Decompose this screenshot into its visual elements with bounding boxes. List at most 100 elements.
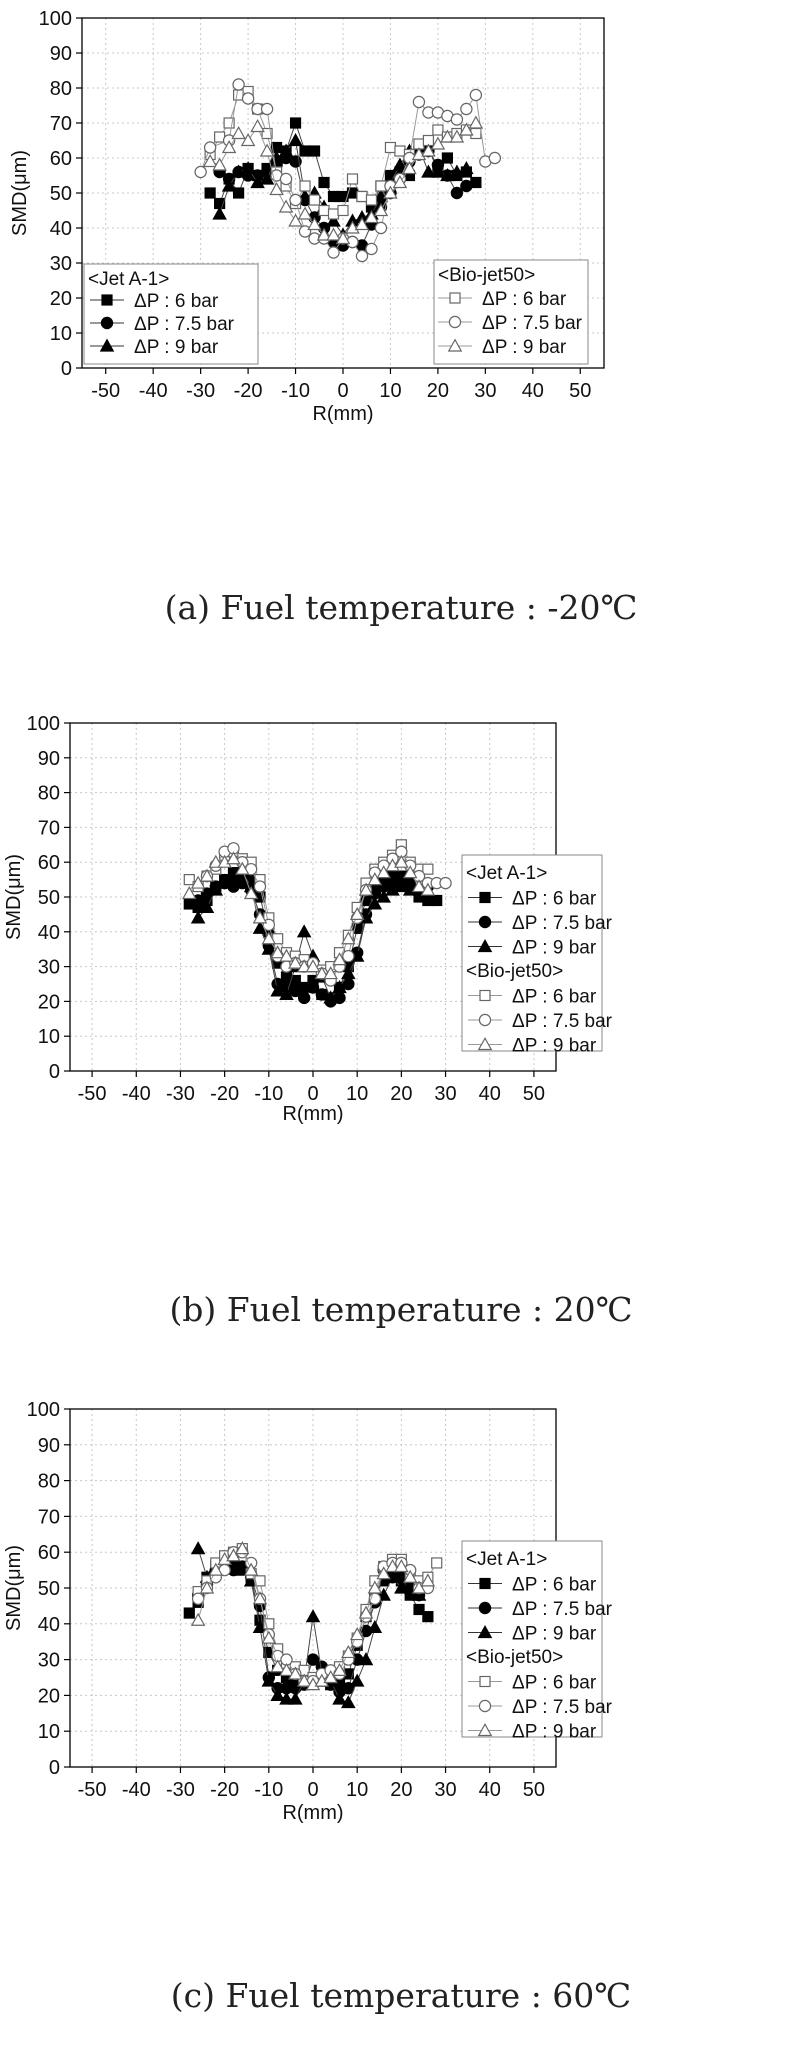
data-point-triangle	[367, 1619, 383, 1633]
data-point-triangle	[226, 851, 241, 865]
data-point-triangle	[323, 990, 338, 1004]
x-tick-label: 0	[307, 1779, 318, 1801]
y-tick-label: 100	[27, 713, 60, 735]
x-tick-label: 20	[390, 1779, 412, 1801]
data-point-triangle	[208, 1562, 224, 1576]
legend-entry-jet-a1: ΔP : 7.5 bar	[512, 913, 613, 934]
data-point-triangle	[243, 886, 259, 900]
data-point-circle	[488, 151, 502, 165]
data-point-triangle	[341, 1695, 356, 1709]
data-point-triangle	[270, 1659, 285, 1673]
chart-b: -50 -40 -30 -20 -10 0 10 20 30 40 50 0 10 20 30 40 50 60 7…	[3, 713, 613, 1125]
data-point-triangle	[332, 979, 347, 994]
data-point-triangle	[252, 1591, 268, 1605]
y-axis-label: SMD(μm)	[3, 854, 25, 940]
legend-entry-biojet50: ΔP : 6 bar	[512, 1673, 597, 1694]
data-point-triangle	[326, 213, 341, 227]
y-tick-label: 50	[38, 887, 60, 909]
data-point-triangle	[326, 227, 341, 241]
x-tick-label: 20	[390, 1083, 412, 1105]
y-tick-label: 80	[50, 78, 72, 100]
data-point-triangle	[221, 178, 237, 192]
data-point-triangle	[394, 879, 409, 893]
data-point-triangle	[345, 220, 360, 234]
legend-title-jet-a1: <Jet A-1>	[466, 1549, 547, 1570]
x-tick-label: -50	[91, 380, 120, 402]
legend-marker-square	[449, 292, 461, 304]
data-point-triangle	[261, 941, 277, 955]
data-point-triangle	[323, 966, 338, 980]
y-tick-label: 60	[50, 148, 72, 170]
data-point-triangle	[279, 1691, 294, 1705]
legend-box-jet-a1	[83, 263, 259, 365]
x-axis-label: R(mm)	[312, 403, 373, 425]
data-point-triangle	[288, 213, 303, 227]
data-point-triangle	[182, 886, 197, 900]
data-point-triangle	[235, 1562, 250, 1576]
data-point-triangle	[349, 1627, 365, 1641]
y-tick-label: 60	[38, 1542, 60, 1564]
caption-c: (c) Fuel temperature : 60℃	[170, 1976, 632, 2015]
x-tick-label: -20	[234, 380, 263, 402]
y-tick-label: 50	[50, 183, 72, 205]
data-point-triangle	[383, 185, 398, 199]
data-point-circle	[374, 221, 388, 235]
chart-panel-b: -50 -40 -30 -20 -10 0 10 20 30 40 50 0 10 20 30 40 50 60 7…	[0, 705, 802, 1240]
x-tick-label: 40	[479, 1779, 501, 1801]
data-point-triangle	[240, 161, 256, 175]
data-point-square	[318, 204, 330, 217]
data-point-triangle	[367, 896, 383, 910]
data-point-triangle	[221, 140, 237, 154]
legend-title-jet-a1: <Jet A-1>	[466, 863, 547, 884]
data-point-triangle	[231, 126, 246, 140]
data-point-triangle	[402, 865, 418, 879]
data-point-circle	[253, 880, 267, 893]
y-tick-label: 50	[38, 1578, 60, 1600]
data-point-triangle	[279, 1662, 294, 1676]
y-tick-label: 40	[38, 922, 60, 944]
chart-c: -50 -40 -30 -20 -10 0 10 20 30 40 50 0 10 20 30 40 50 60 7…	[3, 1399, 613, 1824]
data-point-triangle	[411, 1580, 427, 1594]
data-point-triangle	[278, 199, 294, 213]
legend-title-biojet50: <Bio-jet50>	[466, 961, 563, 982]
data-point-triangle	[459, 122, 474, 136]
y-tick-label: 70	[50, 113, 72, 135]
x-tick-label: 10	[346, 1083, 368, 1105]
legend-marker-circle	[100, 316, 114, 330]
data-point-circle	[289, 984, 302, 998]
x-tick-label: 40	[479, 1083, 501, 1105]
data-point-triangle	[420, 889, 436, 903]
data-point-triangle	[212, 206, 227, 220]
data-point-triangle	[358, 1605, 374, 1619]
data-point-triangle	[392, 175, 408, 189]
data-point-triangle	[394, 854, 409, 868]
data-point-triangle	[440, 129, 455, 143]
data-point-circle	[460, 102, 473, 116]
x-axis-label: R(mm)	[282, 1802, 343, 1824]
data-point-circle	[232, 78, 245, 91]
x-tick-label: -40	[122, 1779, 151, 1801]
y-tick-label: 30	[38, 957, 60, 979]
legend-marker-circle	[478, 915, 492, 929]
data-point-triangle	[376, 865, 391, 879]
legend-entry-jet-a1: ΔP : 7.5 bar	[134, 314, 235, 335]
y-tick-label: 20	[50, 288, 72, 310]
series-biojet50-circle	[200, 842, 452, 987]
data-point-circle	[327, 246, 340, 259]
legend-marker-triangle	[99, 338, 115, 352]
data-point-circle	[439, 876, 452, 890]
x-tick-label: 10	[379, 380, 401, 402]
data-point-square	[223, 117, 235, 129]
x-tick-label: -30	[166, 1779, 195, 1801]
x-tick-label: 50	[523, 1779, 545, 1801]
y-tick-label: 30	[38, 1650, 60, 1672]
legend-marker-square	[479, 1577, 491, 1590]
data-point-triangle	[305, 1609, 321, 1623]
data-point-triangle	[226, 1548, 241, 1562]
data-point-square	[183, 1607, 195, 1619]
data-point-square	[233, 187, 245, 199]
data-point-square	[432, 124, 444, 136]
data-point-circle	[191, 1592, 205, 1605]
legend-marker-circle	[448, 315, 462, 329]
data-point-triangle	[296, 924, 312, 938]
